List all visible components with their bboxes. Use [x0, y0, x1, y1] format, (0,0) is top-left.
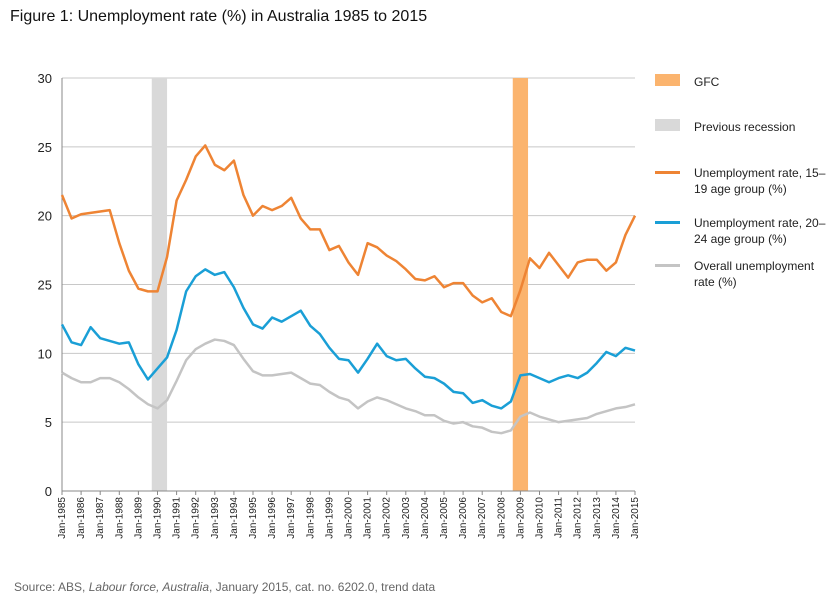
x-tick-label: Jan-2009 [515, 497, 526, 539]
x-tick-label: Jan-2005 [439, 497, 450, 539]
x-tick-label: Jan-2002 [382, 497, 393, 539]
legend-swatch [655, 74, 680, 86]
x-tick-label: Jan-1985 [57, 497, 68, 539]
source-text: Source: ABS, [14, 580, 89, 594]
legend-label: Unemployment rate, 20–24 age group (%) [694, 216, 826, 246]
x-tick-label: Jan-2008 [496, 497, 507, 539]
x-tick-label: Jan-1993 [210, 497, 221, 539]
legend-line [655, 221, 680, 224]
series-line [60, 144, 637, 318]
x-tick-label: Jan-2006 [458, 497, 469, 539]
x-tick-label: Jan-2014 [611, 497, 622, 539]
legend-line [655, 264, 680, 267]
x-tick-label: Jan-1986 [76, 497, 87, 539]
chart-title: Figure 1: Unemployment rate (%) in Austr… [10, 8, 428, 25]
x-tick-label: Jan-2004 [420, 497, 431, 539]
x-tick-label: Jan-1999 [324, 497, 335, 539]
x-tick-label: Jan-2012 [573, 497, 584, 539]
x-tick-label: Jan-2015 [630, 497, 641, 539]
source-publication: Labour force, Australia [88, 580, 210, 594]
legend-line [655, 171, 680, 174]
y-tick-label: 5 [45, 415, 52, 430]
x-tick-label: Jan-1995 [248, 497, 259, 539]
x-tick-label: Jan-1992 [191, 497, 202, 539]
y-tick-label: 25 [38, 278, 52, 293]
legend-label: Overall unemployment rate (%) [694, 259, 815, 289]
y-tick-label: 25 [38, 140, 52, 155]
y-tick-label: 20 [38, 209, 52, 224]
x-tick-label: Jan-1988 [114, 497, 125, 539]
y-tick-label: 0 [45, 484, 52, 499]
x-tick-label: Jan-2007 [477, 497, 488, 539]
legend-label: GFC [694, 75, 720, 89]
x-tick-label: Jan-1996 [267, 497, 278, 539]
x-tick-label: Jan-2001 [363, 497, 374, 539]
x-tick-label: Jan-1991 [172, 497, 183, 539]
legend-label: Previous recession [694, 120, 796, 134]
x-tick-label: Jan-2003 [401, 497, 412, 539]
x-tick-label: Jan-1989 [133, 497, 144, 539]
legend-swatch [655, 119, 680, 131]
x-tick-label: Jan-1987 [95, 497, 106, 539]
x-tick-label: Jan-1998 [305, 497, 316, 539]
source: Source: ABS, Labour force, Australia, Ja… [14, 580, 435, 594]
y-tick-label: 10 [38, 346, 52, 361]
shaded-period [512, 78, 529, 491]
series-line [61, 338, 636, 435]
x-tick-label: Jan-1997 [286, 497, 297, 539]
series-line [60, 268, 636, 410]
legend-label: Unemployment rate, 15–19 age group (%) [694, 166, 826, 196]
x-tick-label: Jan-2011 [554, 497, 565, 538]
y-tick-label: 30 [38, 71, 52, 86]
x-tick-label: Jan-1994 [229, 497, 240, 539]
x-tick-label: Jan-2000 [344, 497, 355, 539]
x-tick-label: Jan-2010 [535, 497, 546, 539]
source-text: , January 2015, cat. no. 6202.0, trend d… [209, 580, 436, 594]
x-tick-label: Jan-1990 [153, 497, 164, 539]
x-tick-label: Jan-2013 [592, 497, 603, 539]
